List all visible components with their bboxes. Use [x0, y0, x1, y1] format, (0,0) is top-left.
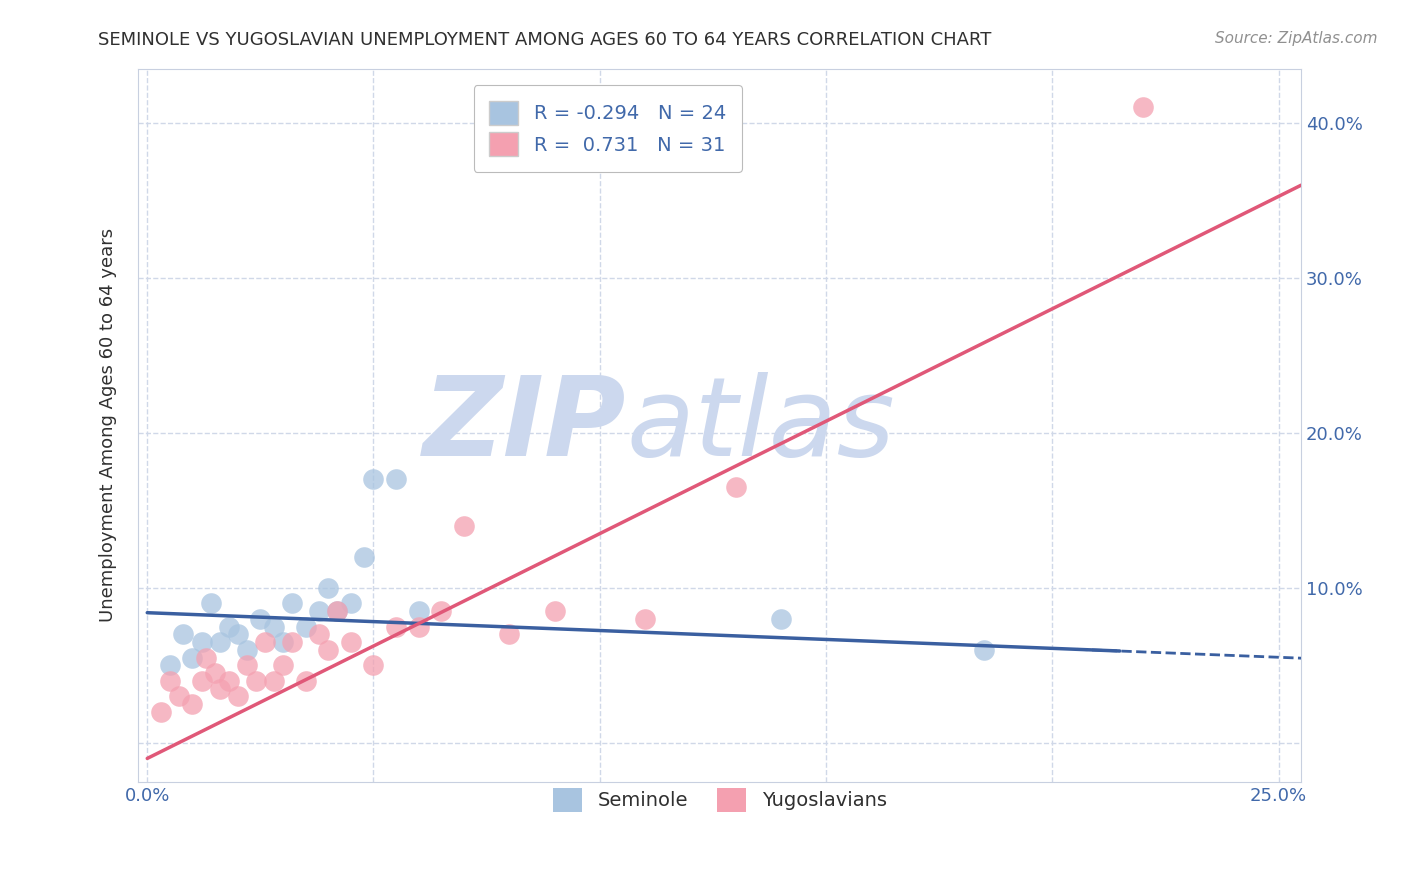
- Point: [294, 620, 316, 634]
- Point: [181, 650, 204, 665]
- Text: SEMINOLE VS YUGOSLAVIAN UNEMPLOYMENT AMONG AGES 60 TO 64 YEARS CORRELATION CHART: SEMINOLE VS YUGOSLAVIAN UNEMPLOYMENT AMO…: [98, 31, 991, 49]
- Point: [430, 604, 453, 618]
- Point: [326, 604, 349, 618]
- Point: [408, 620, 430, 634]
- Point: [245, 673, 267, 688]
- Point: [204, 666, 226, 681]
- Point: [236, 643, 259, 657]
- Point: [195, 650, 218, 665]
- Point: [543, 604, 565, 618]
- Point: [316, 581, 339, 595]
- Point: [190, 635, 212, 649]
- Point: [769, 612, 792, 626]
- Point: [172, 627, 194, 641]
- Point: [236, 658, 259, 673]
- Point: [308, 627, 330, 641]
- Point: [159, 673, 181, 688]
- Point: [634, 612, 657, 626]
- Point: [308, 604, 330, 618]
- Point: [226, 627, 249, 641]
- Point: [453, 519, 475, 533]
- Point: [263, 620, 285, 634]
- Point: [408, 604, 430, 618]
- Point: [294, 673, 316, 688]
- Text: ZIP: ZIP: [423, 372, 627, 479]
- Point: [498, 627, 520, 641]
- Point: [181, 697, 204, 711]
- Point: [218, 620, 240, 634]
- Point: [340, 635, 363, 649]
- Point: [263, 673, 285, 688]
- Point: [340, 596, 363, 610]
- Point: [724, 480, 747, 494]
- Point: [385, 472, 408, 486]
- Point: [190, 673, 212, 688]
- Point: [208, 681, 231, 696]
- Y-axis label: Unemployment Among Ages 60 to 64 years: Unemployment Among Ages 60 to 64 years: [100, 228, 117, 622]
- Point: [973, 643, 995, 657]
- Legend: Seminole, Yugoslavians: Seminole, Yugoslavians: [538, 774, 900, 825]
- Point: [1132, 100, 1154, 114]
- Point: [326, 604, 349, 618]
- Point: [159, 658, 181, 673]
- Point: [167, 690, 190, 704]
- Point: [281, 596, 304, 610]
- Point: [218, 673, 240, 688]
- Point: [385, 620, 408, 634]
- Point: [281, 635, 304, 649]
- Point: [271, 658, 294, 673]
- Point: [249, 612, 271, 626]
- Point: [226, 690, 249, 704]
- Point: [200, 596, 222, 610]
- Point: [363, 658, 385, 673]
- Point: [271, 635, 294, 649]
- Point: [353, 549, 375, 564]
- Text: atlas: atlas: [627, 372, 896, 479]
- Point: [149, 705, 172, 719]
- Text: Source: ZipAtlas.com: Source: ZipAtlas.com: [1215, 31, 1378, 46]
- Point: [253, 635, 276, 649]
- Point: [208, 635, 231, 649]
- Point: [316, 643, 339, 657]
- Point: [363, 472, 385, 486]
